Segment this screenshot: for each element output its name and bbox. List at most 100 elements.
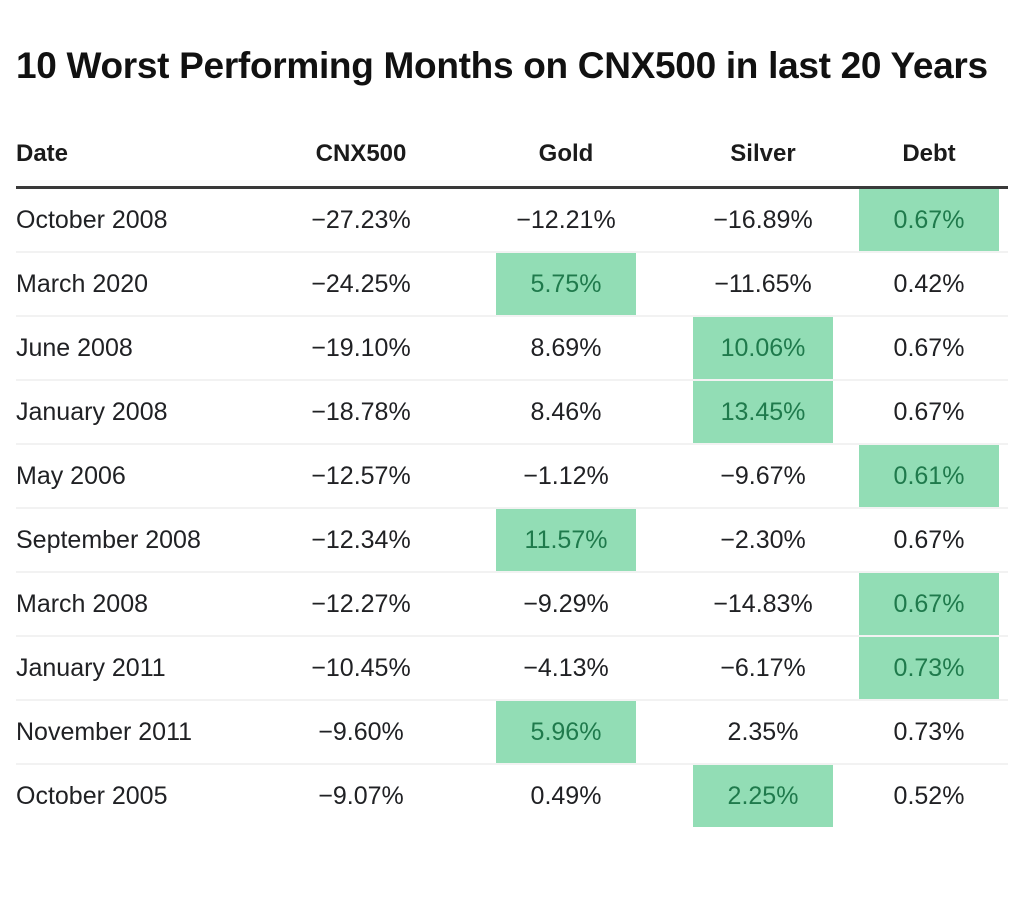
value-box: −2.30% — [720, 525, 806, 554]
table-body: October 2008 −27.23% −12.21% −16.89% 0.67% Ma… — [16, 187, 1008, 828]
debt-cell: 0.73% — [850, 700, 1008, 766]
debt-cell: 0.52% — [850, 764, 1008, 827]
value-box: −24.25% — [311, 269, 411, 298]
column-header-date: Date — [16, 120, 266, 190]
debt-cell: 0.61% — [850, 444, 1008, 510]
silver-cell: −14.83% — [676, 572, 850, 638]
page: 10 Worst Performing Months on CNX500 in … — [0, 44, 1024, 828]
value-box: −9.60% — [318, 717, 404, 746]
value-box: 0.42% — [893, 269, 965, 298]
debt-cell: 0.42% — [850, 252, 1008, 318]
value-box: −16.89% — [713, 205, 813, 234]
value-box: 0.52% — [893, 781, 965, 810]
cnx500-cell: −18.78% — [266, 380, 456, 446]
best-performer-highlight: 10.06% — [693, 317, 833, 380]
date-cell: November 2011 — [16, 700, 266, 766]
date-cell: January 2008 — [16, 380, 266, 446]
value-box: −1.12% — [523, 461, 609, 490]
table-row: October 2005 −9.07% 0.49% 2.25% 0.52% — [16, 764, 1008, 828]
value-box: 8.69% — [530, 333, 602, 362]
debt-cell: 0.67% — [850, 508, 1008, 574]
value-box: −19.10% — [311, 333, 411, 362]
value-box: −9.07% — [318, 781, 404, 810]
value-box: −10.45% — [311, 653, 411, 682]
cnx500-cell: −12.34% — [266, 508, 456, 574]
debt-cell: 0.73% — [850, 636, 1008, 702]
best-performer-highlight: 11.57% — [496, 509, 636, 572]
gold-cell: −12.21% — [456, 187, 676, 254]
column-header-silver: Silver — [676, 120, 850, 190]
table-row: January 2008 −18.78% 8.46% 13.45% 0.67% — [16, 380, 1008, 446]
cnx500-cell: −19.10% — [266, 316, 456, 382]
date-cell: May 2006 — [16, 444, 266, 510]
best-performer-highlight: 0.67% — [859, 189, 999, 252]
gold-cell: 8.46% — [456, 380, 676, 446]
silver-cell: −9.67% — [676, 444, 850, 510]
value-box: −27.23% — [311, 205, 411, 234]
gold-cell: 5.96% — [456, 700, 676, 766]
best-performer-highlight: 0.73% — [859, 637, 999, 700]
value-box: 0.73% — [893, 717, 965, 746]
value-box: 0.49% — [530, 781, 602, 810]
column-header-debt: Debt — [850, 120, 1008, 190]
gold-cell: −1.12% — [456, 444, 676, 510]
table-row: November 2011 −9.60% 5.96% 2.35% 0.73% — [16, 700, 1008, 766]
date-cell: October 2008 — [16, 187, 266, 254]
date-cell: March 2008 — [16, 572, 266, 638]
silver-cell: −6.17% — [676, 636, 850, 702]
table-row: May 2006 −12.57% −1.12% −9.67% 0.61% — [16, 444, 1008, 510]
table-row: January 2011 −10.45% −4.13% −6.17% 0.73% — [16, 636, 1008, 702]
table-row: March 2020 −24.25% 5.75% −11.65% 0.42% — [16, 252, 1008, 318]
cnx500-cell: −9.60% — [266, 700, 456, 766]
debt-cell: 0.67% — [850, 187, 1008, 254]
silver-cell: −2.30% — [676, 508, 850, 574]
best-performer-highlight: 5.75% — [496, 253, 636, 316]
performance-table: Date CNX500 Gold Silver Debt October 200… — [16, 120, 1008, 828]
silver-cell: 13.45% — [676, 380, 850, 446]
value-box: 8.46% — [530, 397, 602, 426]
gold-cell: 0.49% — [456, 764, 676, 827]
silver-cell: 2.25% — [676, 764, 850, 828]
debt-cell: 0.67% — [850, 316, 1008, 382]
debt-cell: 0.67% — [850, 572, 1008, 638]
silver-cell: −11.65% — [676, 252, 850, 318]
cnx500-cell: −12.57% — [266, 444, 456, 510]
value-box: −4.13% — [523, 653, 609, 682]
cnx500-cell: −10.45% — [266, 636, 456, 702]
value-box: −12.27% — [311, 589, 411, 618]
value-box: 0.67% — [893, 397, 965, 426]
date-cell: June 2008 — [16, 316, 266, 382]
value-box: −9.29% — [523, 589, 609, 618]
date-cell: January 2011 — [16, 636, 266, 702]
value-box: 0.67% — [893, 525, 965, 554]
table-row: September 2008 −12.34% 11.57% −2.30% 0.67% — [16, 508, 1008, 574]
value-box: −14.83% — [713, 589, 813, 618]
table-header-row: Date CNX500 Gold Silver Debt — [16, 120, 1008, 190]
best-performer-highlight: 0.61% — [859, 445, 999, 508]
gold-cell: 8.69% — [456, 316, 676, 382]
debt-cell: 0.67% — [850, 380, 1008, 446]
column-header-cnx500: CNX500 — [266, 120, 456, 190]
gold-cell: 11.57% — [456, 508, 676, 574]
page-title: 10 Worst Performing Months on CNX500 in … — [16, 45, 988, 86]
silver-cell: −16.89% — [676, 187, 850, 254]
gold-cell: 5.75% — [456, 252, 676, 318]
date-cell: September 2008 — [16, 508, 266, 574]
value-box: −6.17% — [720, 653, 806, 682]
value-box: −18.78% — [311, 397, 411, 426]
table-row: June 2008 −19.10% 8.69% 10.06% 0.67% — [16, 316, 1008, 382]
cnx500-cell: −9.07% — [266, 764, 456, 827]
table-row: March 2008 −12.27% −9.29% −14.83% 0.67% — [16, 572, 1008, 638]
best-performer-highlight: 13.45% — [693, 381, 833, 444]
value-box: 0.67% — [893, 333, 965, 362]
best-performer-highlight: 2.25% — [693, 765, 833, 828]
gold-cell: −4.13% — [456, 636, 676, 702]
column-header-gold: Gold — [456, 120, 676, 190]
silver-cell: 10.06% — [676, 316, 850, 382]
date-cell: October 2005 — [16, 781, 168, 810]
silver-cell: 2.35% — [676, 700, 850, 766]
date-cell: March 2020 — [16, 252, 266, 318]
value-box: −12.34% — [311, 525, 411, 554]
value-box: −12.21% — [516, 205, 616, 234]
value-box: −11.65% — [714, 269, 812, 298]
